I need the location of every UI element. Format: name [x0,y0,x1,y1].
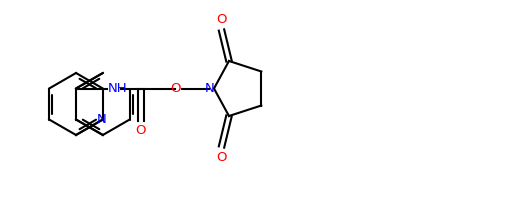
Text: O: O [216,14,227,26]
Text: NH: NH [108,82,127,94]
Text: O: O [170,82,181,94]
Text: N: N [205,82,215,95]
Text: O: O [136,124,146,137]
Text: N: N [96,113,106,126]
Text: O: O [216,151,227,163]
